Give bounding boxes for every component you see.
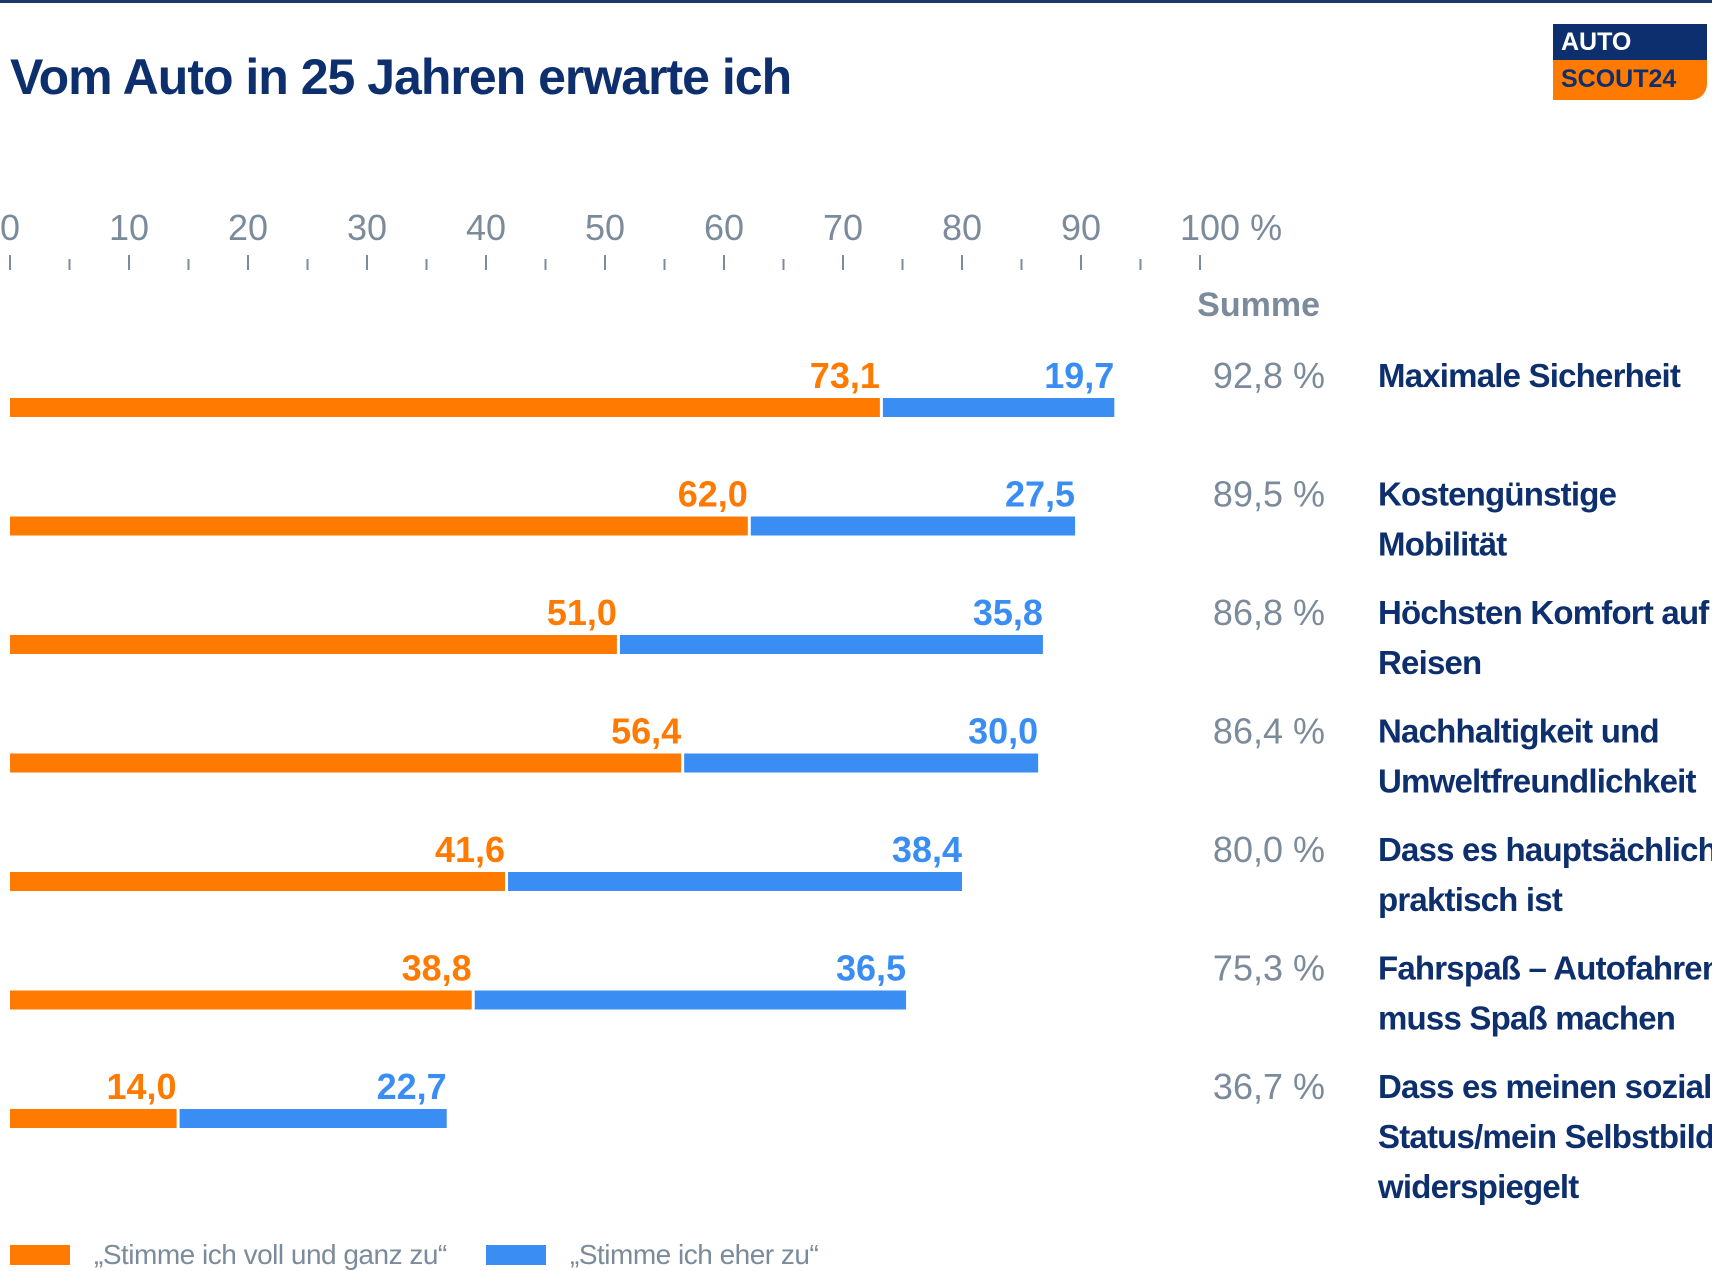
sum-value: 92,8 % [1213,355,1325,396]
stacked-bar-chart: 0 10 20 30 40 50 60 70 80 90 100 % Summe 73,1 19,7 92,… [0,207,1712,1205]
legend-swatch-blue [486,1245,546,1265]
top-rule [0,0,1712,3]
category-label: Reisen [1378,644,1481,681]
bar-segment-blue [474,990,907,1010]
bar-segment-blue [179,1109,447,1128]
logo-line-scout24: SCOUT24 [1553,60,1707,100]
autoscout24-logo: AUTO SCOUT24 [1553,24,1707,100]
legend-item-series-2: „Stimme ich eher zu“ [486,1239,819,1270]
sum-value: 86,4 % [1213,711,1325,752]
x-tick-label: 40 [466,207,506,248]
category-label: Kostengünstige [1378,476,1617,513]
x-tick-label: 20 [228,207,268,248]
chart-title: Vom Auto in 25 Jahren erwarte ich [10,49,792,105]
category-label: Höchsten Komfort auf [1378,594,1710,631]
x-tick-label: 50 [585,207,625,248]
sum-value: 86,8 % [1213,592,1325,633]
bar-segment-blue [750,516,1076,536]
data-label-blue: 36,5 [836,948,906,989]
data-label-blue: 27,5 [1005,474,1075,515]
data-label-orange: 38,8 [402,948,472,989]
bar-segment-orange [10,516,748,536]
data-label-orange: 14,0 [107,1066,177,1107]
x-tick-label: 100 % [1180,207,1282,248]
data-label-orange: 41,6 [435,829,505,870]
bar-segment-orange [10,990,472,1010]
sum-value: 36,7 % [1213,1066,1325,1107]
logo-line-auto: AUTO [1553,24,1707,60]
x-tick-label: 80 [942,207,982,248]
category-label: widerspiegelt [1377,1168,1579,1205]
category-label: praktisch ist [1378,881,1563,918]
category-label: muss Spaß machen [1378,1000,1675,1037]
x-tick-label: 30 [347,207,387,248]
data-label-blue: 35,8 [973,592,1043,633]
x-tick-label: 70 [823,207,863,248]
category-label: Status/mein Selbstbild [1378,1118,1712,1155]
data-label-orange: 56,4 [611,711,681,752]
category-label: Mobilität [1378,526,1507,563]
category-label: Umweltfreundlichkeit [1378,763,1697,800]
data-label-orange: 62,0 [678,474,748,515]
sum-value: 80,0 % [1213,829,1325,870]
category-label: Nachhaltigkeit und [1378,713,1659,750]
x-tick-label: 60 [704,207,744,248]
sum-value: 75,3 % [1213,948,1325,989]
category-label: Dass es meinen sozialen [1378,1068,1712,1105]
bar-segment-orange [10,1109,177,1128]
data-label-blue: 22,7 [377,1066,447,1107]
bar-segment-orange [10,398,880,417]
x-tick-label: 0 [0,207,20,248]
data-label-blue: 30,0 [968,711,1038,752]
sum-value: 89,5 % [1213,474,1325,515]
legend-label-series-2: „Stimme ich eher zu“ [570,1239,819,1270]
bar-segment-blue [684,753,1039,773]
x-tick-label: 10 [109,207,149,248]
bar-segment-blue [882,398,1115,417]
legend-item-series-1: „Stimme ich voll und ganz zu“ [10,1239,447,1270]
bar-segment-blue [508,872,962,891]
bar-segment-blue [619,635,1043,654]
sum-header: Summe [1197,286,1320,324]
category-label: Dass es hauptsächlich [1378,831,1712,868]
legend-swatch-orange [10,1245,70,1265]
bar-segment-orange [10,753,682,773]
data-label-orange: 73,1 [810,355,880,396]
data-label-blue: 38,4 [892,829,962,870]
bar-segment-orange [10,635,617,654]
data-label-orange: 51,0 [547,592,617,633]
x-tick-label: 90 [1061,207,1101,248]
category-label: Fahrspaß – Autofahren [1378,950,1712,987]
category-label: Maximale Sicherheit [1378,357,1681,394]
data-label-blue: 19,7 [1044,355,1114,396]
bar-segment-orange [10,872,506,891]
legend-label-series-1: „Stimme ich voll und ganz zu“ [94,1239,447,1270]
